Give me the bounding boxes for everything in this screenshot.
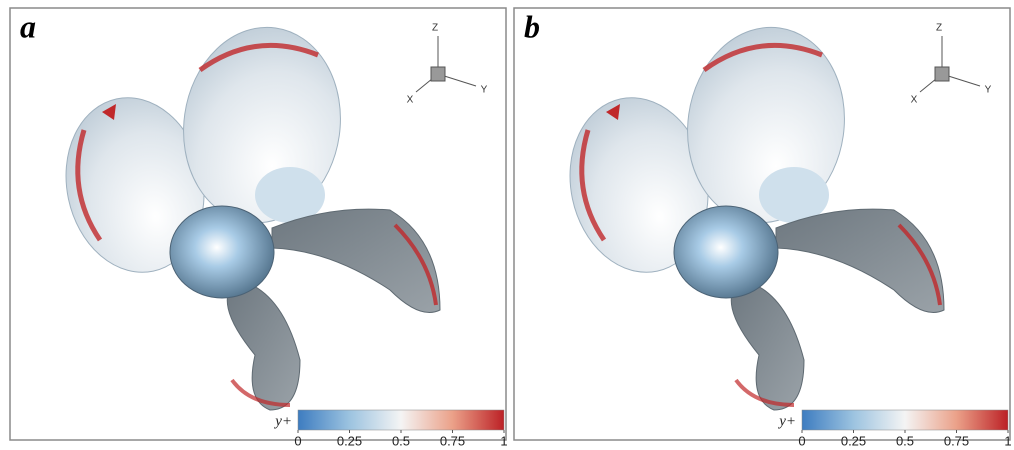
colorbar-tick-label: 0.75 [440,433,465,448]
axis-label-z: Z [432,23,438,34]
colorbar-tick-label: 1 [1004,433,1011,448]
colorbar-tick-label: 0.75 [944,433,969,448]
colorbar-tick-label: 0 [798,433,805,448]
colorbar-tick-label: 0.25 [841,433,866,448]
axis-label-z: Z [936,23,942,34]
figure: aZXYy+00.250.50.751bZXYy+00.250.50.751 [0,0,1014,450]
colorbar-label: y+ [273,413,292,429]
triad-cube [431,67,445,81]
panel: b Z X Yy+0 0.25 0.5 0.75 1 [514,8,1012,448]
colorbar-tick-label: 0.25 [337,433,362,448]
panel: a Z X Yy+0 0.25 0.5 0.75 1 [10,8,508,448]
colorbar-label: y+ [777,413,796,429]
colorbar-tick-label: 1 [500,433,507,448]
axis-label-y: Y [481,85,488,96]
colorbar-tick-label: 0.5 [896,433,914,448]
colorbar [802,410,1008,430]
colorbar-tick-label: 0 [294,433,301,448]
axis-label-y: Y [985,85,992,96]
axis-label-x: X [911,95,918,106]
colorbar [298,410,504,430]
panel-label: b [524,8,540,44]
colorbar-tick-label: 0.5 [392,433,410,448]
panel-label: a [20,8,36,44]
axis-label-x: X [407,95,414,106]
triad-cube [935,67,949,81]
